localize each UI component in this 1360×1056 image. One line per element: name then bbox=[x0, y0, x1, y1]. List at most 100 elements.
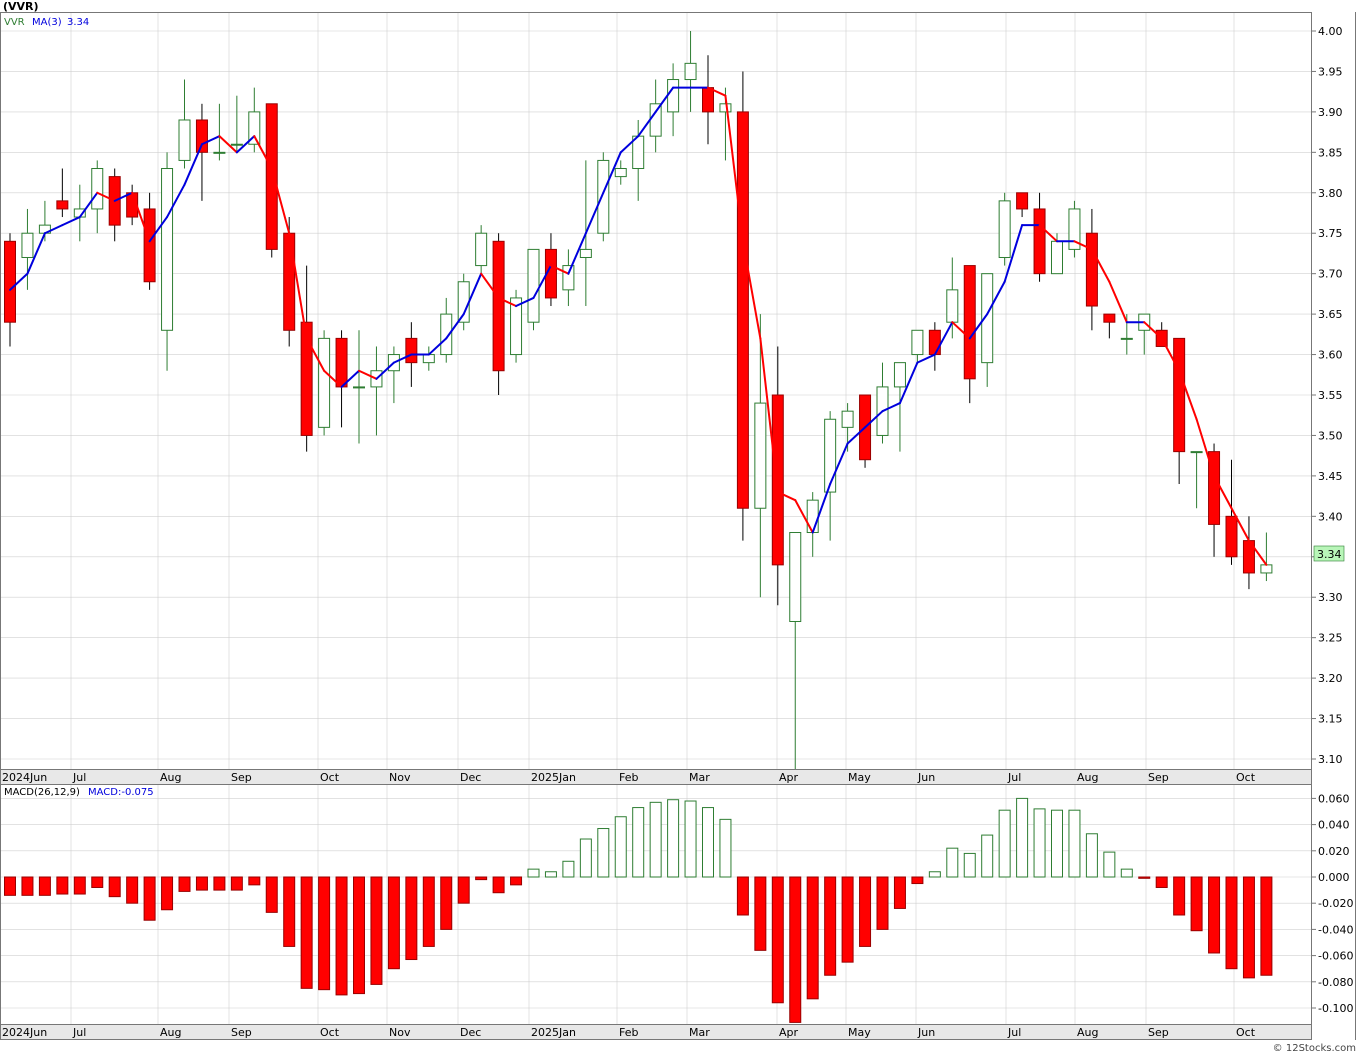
candle-body bbox=[161, 168, 174, 331]
candle-body bbox=[998, 200, 1011, 258]
candle-body bbox=[911, 329, 924, 356]
macd-bar bbox=[230, 876, 243, 891]
candle-body bbox=[492, 240, 505, 372]
macd-bar bbox=[91, 876, 104, 888]
ma-segment bbox=[96, 191, 116, 202]
ma-segment bbox=[515, 296, 535, 308]
price-tick-label: 3.90 bbox=[1318, 106, 1343, 119]
ma-segment bbox=[829, 442, 849, 485]
price-y-axis: 3.103.153.203.253.303.353.403.453.503.55… bbox=[1311, 25, 1343, 766]
x-axis-label: May bbox=[848, 1026, 871, 1039]
ma-segment bbox=[881, 402, 901, 413]
x-axis-label: Dec bbox=[460, 1026, 481, 1039]
ma-segment bbox=[584, 191, 605, 235]
macd-bar bbox=[195, 876, 208, 891]
macd-bar bbox=[300, 876, 313, 989]
x-axis-label: May bbox=[848, 771, 871, 784]
candle-body bbox=[440, 313, 453, 356]
macd-bar bbox=[510, 876, 523, 886]
ma-segment bbox=[288, 232, 308, 340]
ma-segment bbox=[480, 272, 500, 299]
ma-segment bbox=[549, 264, 570, 275]
candle-body bbox=[824, 418, 837, 493]
macd-bar bbox=[928, 871, 941, 878]
price-tick-label: 4.00 bbox=[1318, 25, 1343, 38]
macd-bar bbox=[597, 828, 610, 878]
x-axis-label: Jul bbox=[72, 771, 86, 784]
macd-bar bbox=[1068, 809, 1081, 878]
candle-body bbox=[300, 321, 313, 436]
ma-segment bbox=[776, 491, 797, 502]
x-axis-label: Jul bbox=[72, 1026, 86, 1039]
candle-body bbox=[754, 402, 767, 509]
candle-body bbox=[527, 248, 540, 323]
candle-body bbox=[335, 337, 348, 388]
ma-segment bbox=[375, 361, 395, 380]
x-axis-label: Nov bbox=[389, 1026, 411, 1039]
candle-body bbox=[510, 297, 523, 356]
macd-bar bbox=[108, 876, 121, 898]
candle-body bbox=[1225, 515, 1238, 558]
macd-bar bbox=[1016, 797, 1029, 878]
candle-body bbox=[213, 151, 226, 154]
price-tick-label: 3.80 bbox=[1318, 187, 1343, 200]
x-axis-label: Oct bbox=[320, 1026, 340, 1039]
ma-segment bbox=[811, 482, 832, 534]
candle-body bbox=[4, 240, 16, 323]
candle-body bbox=[1120, 337, 1133, 340]
ma-value: 3.34 bbox=[67, 17, 89, 28]
ma-segment bbox=[567, 232, 587, 275]
macd-bar bbox=[1033, 808, 1046, 878]
x-axis-label: Apr bbox=[779, 771, 799, 784]
macd-tick-label: -0.020 bbox=[1318, 897, 1353, 910]
ma-segment bbox=[183, 143, 203, 186]
ma-segment bbox=[741, 240, 762, 340]
candle-body bbox=[91, 168, 104, 210]
price-tick-label: 3.75 bbox=[1318, 227, 1343, 240]
ma-segment bbox=[26, 232, 46, 275]
candle-body bbox=[1190, 451, 1203, 454]
x-axis-label: Aug bbox=[1077, 771, 1098, 784]
ma-segment bbox=[619, 135, 640, 154]
ma-segment bbox=[864, 410, 884, 429]
ma-segment bbox=[148, 216, 169, 243]
macd-label: MACD(26,12,9) bbox=[4, 787, 80, 798]
price-tick-label: 3.70 bbox=[1318, 268, 1343, 281]
macd-bar bbox=[876, 876, 889, 930]
x-axis-label: Mar bbox=[689, 771, 710, 784]
candle-body bbox=[981, 273, 994, 364]
ma-segment bbox=[218, 135, 238, 154]
macd-y-axis: 0.060 0.040 0.020 0.000 -0.020 -0.040 -0.060 -0… bbox=[1311, 792, 1353, 1015]
candle-body bbox=[1260, 564, 1273, 574]
x-axis-label: Oct bbox=[1236, 1026, 1256, 1039]
ma-segment bbox=[78, 191, 99, 219]
macd-bar bbox=[265, 876, 278, 913]
candle-body bbox=[719, 103, 732, 113]
ma-segment bbox=[497, 296, 518, 308]
macd-bar bbox=[38, 876, 51, 896]
macd-bar bbox=[422, 876, 435, 947]
ma-segment bbox=[305, 337, 326, 372]
x-axis-label: Sep bbox=[1148, 771, 1169, 784]
candle-body bbox=[614, 168, 627, 178]
macd-panel: 0.060 0.040 0.020 0.000 -0.020 -0.040 -0.060 -0… bbox=[0, 784, 1353, 1025]
ma-segment bbox=[986, 280, 1006, 316]
ma-segment bbox=[1230, 507, 1250, 542]
macd-bar bbox=[1155, 876, 1168, 888]
x-axis-label: Sep bbox=[231, 1026, 252, 1039]
candle-body bbox=[946, 289, 959, 323]
macd-bar bbox=[492, 876, 505, 894]
candle-body bbox=[353, 386, 365, 389]
candle-body bbox=[230, 143, 243, 146]
macd-bar bbox=[632, 807, 645, 878]
ma-segment bbox=[253, 135, 273, 170]
price-tick-label: 3.20 bbox=[1318, 672, 1343, 685]
macd-bar bbox=[1225, 876, 1238, 970]
ma-segment bbox=[916, 353, 936, 364]
macd-bar bbox=[1190, 876, 1203, 932]
price-tick-label: 3.40 bbox=[1318, 510, 1343, 523]
price-tick-label: 3.55 bbox=[1318, 389, 1343, 402]
x-axis-label: 2025Jan bbox=[531, 1026, 576, 1039]
